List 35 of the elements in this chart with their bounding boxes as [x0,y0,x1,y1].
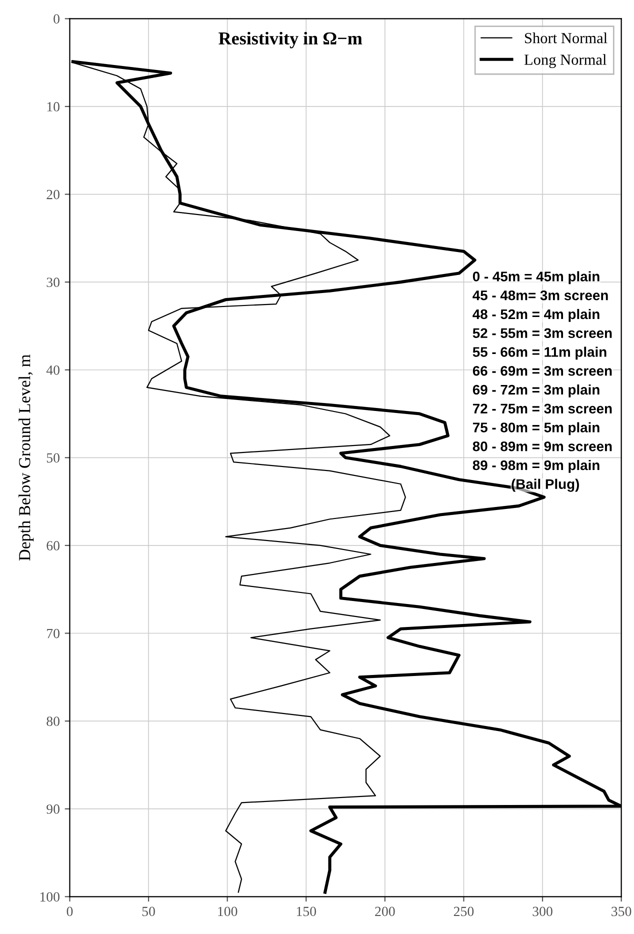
x-tick-label: 50 [142,906,155,916]
annotation: 66 - 69m = 3m screen [472,366,612,376]
x-tick-label: 250 [454,906,474,916]
y-tick-label: 10 [47,102,60,112]
y-tick-label: 70 [47,628,60,638]
annotation: 72 - 75m = 3m screen [472,404,612,414]
annotation: 52 - 55m = 3m screen [472,328,612,338]
annotation: (Bail Plug) [512,478,579,492]
y-tick-label: 30 [46,278,60,288]
x-tick-label: 0 [66,906,73,916]
annotation: 69 - 72m = 3m plain [472,384,600,398]
annotation: 45 - 48m= 3m screen [472,290,608,300]
text: Resistivity in Ω−m [218,32,362,48]
x-tick-label: 100 [218,906,238,916]
y-tick-label: 50 [46,453,60,463]
y-tick-label: 60 [46,541,60,550]
y-tick-label: 100 [40,892,60,902]
y-axis-title: Depth Below Ground Level, m [18,354,34,561]
legend-label: Short Normal [525,32,608,44]
x-tick-label: 200 [375,906,395,916]
annotation: 0 - 45m = 45m plain [472,271,600,284]
y-tick-label: 40 [46,365,60,375]
annotation: 48 - 52m = 4m plain [472,308,600,322]
annotation: 55 - 66m = 11m plain [472,346,606,360]
y-tick-label: 90 [46,804,60,814]
y-tick-label: 80 [46,716,60,726]
y-tick-label: 0 [54,14,60,24]
annotation: 80 - 89m = 9m screen [472,441,612,452]
x-tick-label: 300 [532,906,552,916]
legend-label: Long Normal [524,54,606,68]
annotation: 89 - 98m = 9m plain [472,460,600,473]
y-tick-label: 20 [46,190,60,200]
x-tick-label: 350 [612,906,632,916]
x-tick-label: 150 [296,906,316,916]
annotation: 75 - 80m = 5m plain [472,422,600,436]
